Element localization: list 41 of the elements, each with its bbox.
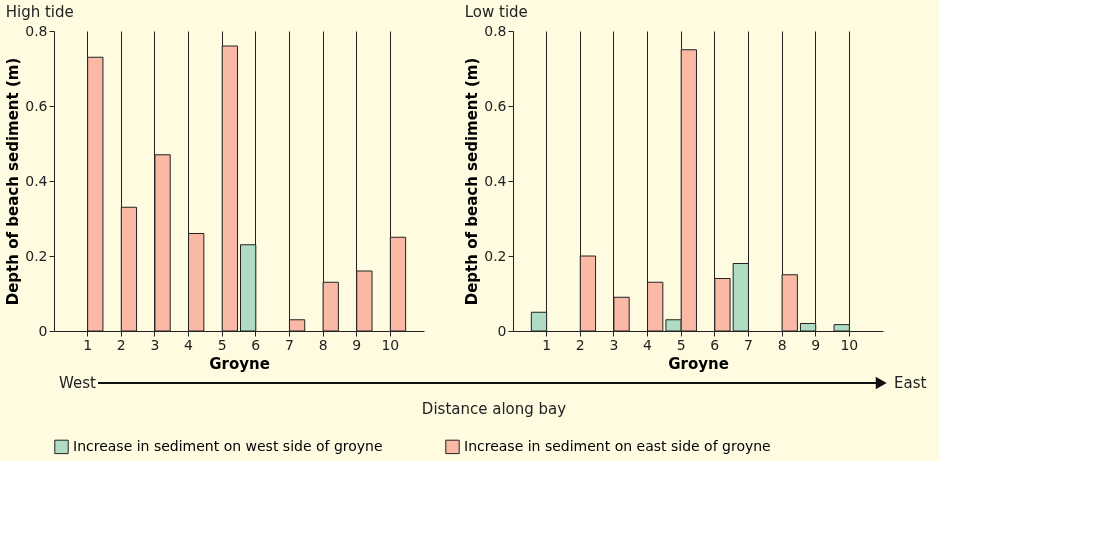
y-tick-label: 0.4 bbox=[484, 172, 507, 189]
legend-label: Increase in sediment on east side of groyne bbox=[464, 437, 771, 454]
y-axis-title: Depth of beach sediment (m) bbox=[463, 57, 482, 306]
x-tick-label: 2 bbox=[116, 336, 126, 353]
y-tick-label: 0.8 bbox=[25, 22, 48, 39]
x-tick-label: 9 bbox=[811, 336, 821, 353]
chart-title: Low tide bbox=[464, 3, 528, 21]
legend-label: Increase in sediment on west side of groyne bbox=[73, 437, 383, 454]
y-tick-label: 0.6 bbox=[484, 97, 507, 114]
x-tick-label: 10 bbox=[840, 336, 859, 353]
x-tick-label: 9 bbox=[352, 336, 362, 353]
x-tick-label: 7 bbox=[284, 336, 294, 353]
y-tick-label: 0.8 bbox=[484, 22, 507, 39]
x-tick-label: 8 bbox=[318, 336, 328, 353]
y-axis-title: Depth of beach sediment (m) bbox=[4, 57, 23, 306]
y-tick-label: 0.4 bbox=[25, 172, 48, 189]
x-tick-label: 1 bbox=[83, 336, 93, 353]
x-tick-label: 1 bbox=[542, 336, 552, 353]
y-tick-label: 0.2 bbox=[25, 247, 48, 264]
x-axis-title: Groyne bbox=[209, 354, 270, 373]
x-tick-label: 6 bbox=[251, 336, 261, 353]
x-axis-title: Groyne bbox=[668, 354, 729, 373]
y-tick-label: 0.2 bbox=[484, 247, 507, 264]
y-tick-label: 0 bbox=[497, 322, 507, 339]
text: West bbox=[59, 374, 97, 392]
x-tick-label: 2 bbox=[575, 336, 585, 353]
y-tick-label: 0.6 bbox=[25, 97, 48, 114]
x-tick-label: 8 bbox=[777, 336, 787, 353]
x-tick-label: 4 bbox=[643, 336, 653, 353]
x-tick-label: 5 bbox=[676, 336, 686, 353]
x-tick-label: 10 bbox=[381, 336, 400, 353]
x-tick-label: 3 bbox=[150, 336, 160, 353]
text: Distance along bay bbox=[421, 400, 567, 418]
x-tick-label: 4 bbox=[184, 336, 194, 353]
text: East bbox=[894, 374, 927, 392]
x-tick-label: 7 bbox=[743, 336, 753, 353]
chart-title: High tide bbox=[5, 3, 74, 21]
y-tick-label: 0 bbox=[38, 322, 48, 339]
x-tick-label: 5 bbox=[217, 336, 227, 353]
x-tick-label: 6 bbox=[710, 336, 720, 353]
x-tick-label: 3 bbox=[609, 336, 619, 353]
